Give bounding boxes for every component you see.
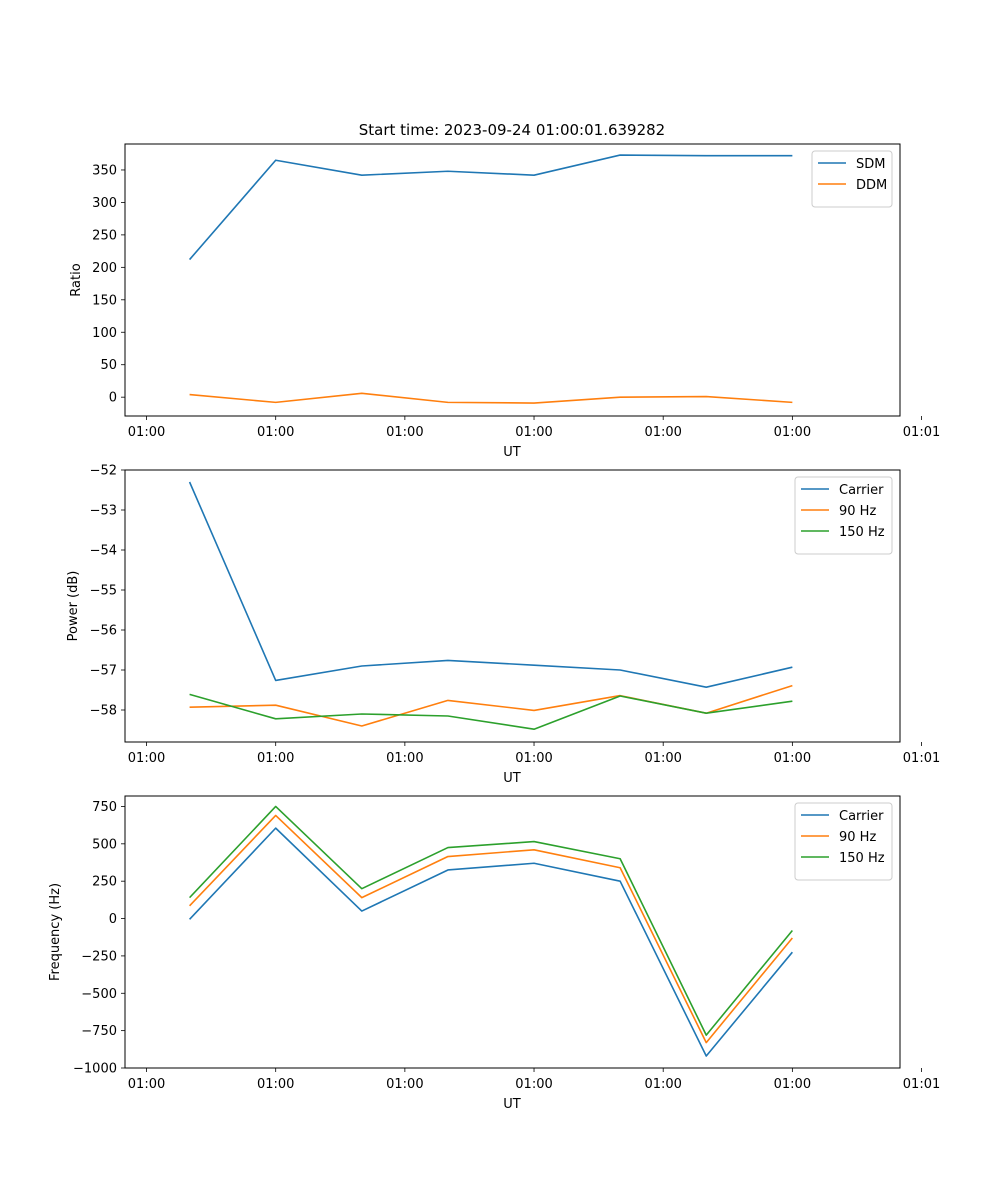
frequency-y-axis-label: Frequency (Hz)	[48, 883, 63, 981]
frequency-y-tick-label: −750	[81, 1024, 117, 1039]
ratio-x-tick-label: 01:00	[774, 425, 811, 440]
power-x-tick-label: 01:00	[128, 751, 165, 766]
ratio-legend-label-sdm: SDM	[856, 157, 885, 172]
frequency-y-tick-label: −1000	[73, 1062, 117, 1077]
frequency-legend-label-150-hz: 150 Hz	[839, 851, 885, 866]
power-y-tick-label: −56	[90, 624, 117, 639]
power-x-tick-label: 01:00	[515, 751, 552, 766]
frequency-x-tick-label: 01:00	[257, 1077, 294, 1092]
frequency-x-axis-label: UT	[503, 1097, 521, 1112]
ratio-y-tick-label: 50	[100, 358, 117, 373]
ratio-x-axis-label: UT	[503, 445, 521, 460]
frequency-y-tick-label: 750	[92, 800, 117, 815]
frequency-x-tick-label: 01:01	[903, 1077, 940, 1092]
frequency-y-tick-label: −500	[81, 987, 117, 1002]
power-y-tick-label: −57	[90, 664, 117, 679]
ratio-y-tick-label: 0	[109, 391, 117, 406]
ratio-y-tick-label: 200	[92, 261, 117, 276]
frequency-y-tick-label: 0	[109, 912, 117, 927]
frequency-y-tick-label: 250	[92, 875, 117, 890]
power-legend: Carrier 90 Hz 150 Hz	[794, 476, 893, 555]
ratio-panel: Start time: 2023-09-24 01:00:01.639282 U…	[69, 121, 940, 460]
ratio-plot-frame	[124, 143, 901, 417]
ratio-y-tick-label: 350	[92, 163, 117, 178]
power-y-axis-label: Power (dB)	[66, 571, 81, 642]
power-x-tick-label: 01:00	[257, 751, 294, 766]
power-x-tick-label: 01:00	[386, 751, 423, 766]
frequency-y-tick-label: −250	[81, 949, 117, 964]
power-x-tick-label: 01:01	[903, 751, 940, 766]
frequency-x-tick-label: 01:00	[644, 1077, 681, 1092]
power-x-tick-label: 01:00	[774, 751, 811, 766]
chart-title: Start time: 2023-09-24 01:00:01.639282	[359, 121, 665, 139]
frequency-legend-label-90-hz: 90 Hz	[839, 830, 876, 845]
ratio-legend-label-ddm: DDM	[856, 178, 887, 193]
ratio-x-tick-label: 01:01	[903, 425, 940, 440]
power-x-axis-label: UT	[503, 771, 521, 786]
ratio-x-tick-label: 01:00	[644, 425, 681, 440]
frequency-series-90-hz	[189, 814, 793, 1044]
ratio-y-tick-label: 150	[92, 293, 117, 308]
ratio-series-ddm	[189, 392, 793, 404]
power-series-carrier	[188, 481, 793, 689]
frequency-x-tick-label: 01:00	[386, 1077, 423, 1092]
frequency-legend: Carrier 90 Hz 150 Hz	[794, 802, 893, 881]
frequency-series-carrier	[188, 827, 793, 1057]
ratio-y-axis-label: Ratio	[69, 263, 84, 296]
power-x-tick-label: 01:00	[644, 751, 681, 766]
ratio-y-tick-label: 250	[92, 228, 117, 243]
frequency-series-150-hz	[188, 805, 793, 1036]
ratio-x-tick-label: 01:00	[386, 425, 423, 440]
power-legend-label-carrier: Carrier	[839, 483, 884, 498]
frequency-x-tick-label: 01:00	[774, 1077, 811, 1092]
frequency-panel: UT Frequency (Hz) 01:00 01:00 01:00 01:00 01…	[48, 795, 940, 1112]
power-y-tick-label: −53	[90, 504, 117, 519]
ratio-legend-box	[811, 150, 893, 208]
frequency-y-tick-label: 500	[92, 837, 117, 852]
ratio-y-tick-label: 300	[92, 196, 117, 211]
power-series-150-hz	[189, 693, 793, 731]
power-legend-label-90-hz: 90 Hz	[839, 504, 876, 519]
ratio-series-sdm	[188, 154, 793, 261]
frequency-x-tick-label: 01:00	[515, 1077, 552, 1092]
ratio-legend: SDM DDM	[811, 150, 893, 208]
frequency-plot-frame	[124, 795, 901, 1069]
frequency-x-tick-label: 01:00	[128, 1077, 165, 1092]
power-y-tick-label: −52	[90, 464, 117, 479]
power-legend-label-150-hz: 150 Hz	[839, 525, 885, 540]
power-plot-frame	[124, 469, 901, 743]
ratio-y-tick-label: 100	[92, 326, 117, 341]
power-y-tick-label: −54	[90, 544, 117, 559]
power-y-tick-label: −55	[90, 584, 117, 599]
power-y-tick-label: −58	[90, 704, 117, 719]
frequency-legend-box	[794, 802, 893, 881]
power-legend-box	[794, 476, 893, 555]
power-panel: UT Power (dB) 01:00 01:00 01:00 01:00 01:00 0…	[66, 464, 940, 787]
ratio-x-tick-label: 01:00	[257, 425, 294, 440]
ratio-x-tick-label: 01:00	[515, 425, 552, 440]
ratio-x-tick-label: 01:00	[128, 425, 165, 440]
frequency-legend-label-carrier: Carrier	[839, 809, 884, 824]
